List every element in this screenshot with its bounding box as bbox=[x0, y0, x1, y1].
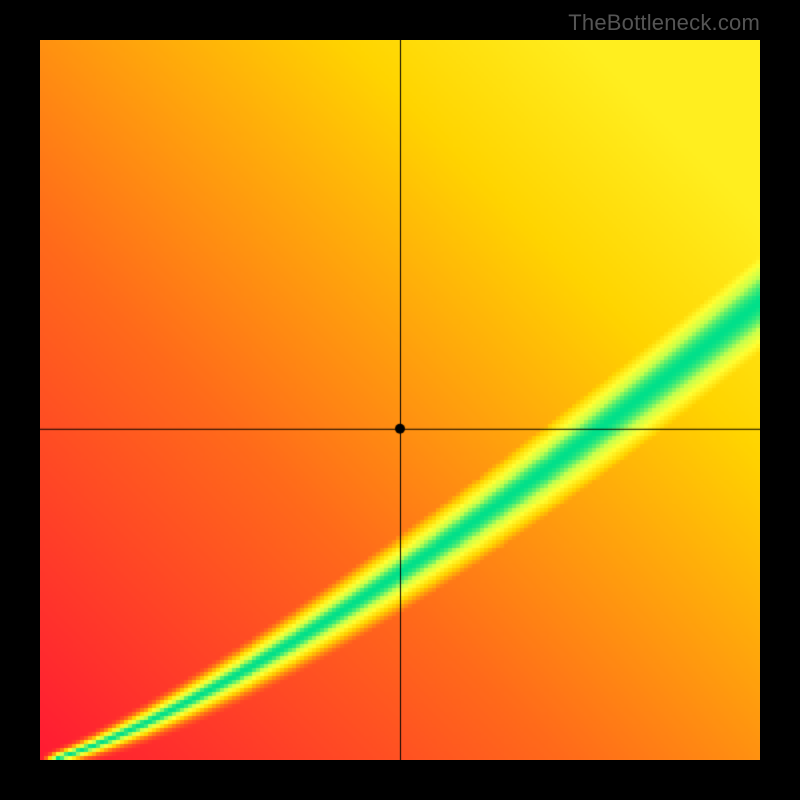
chart-wrapper: TheBottleneck.com bbox=[0, 0, 800, 800]
heatmap-canvas bbox=[40, 40, 760, 760]
watermark-text: TheBottleneck.com bbox=[568, 10, 760, 36]
heatmap-plot bbox=[40, 40, 760, 760]
